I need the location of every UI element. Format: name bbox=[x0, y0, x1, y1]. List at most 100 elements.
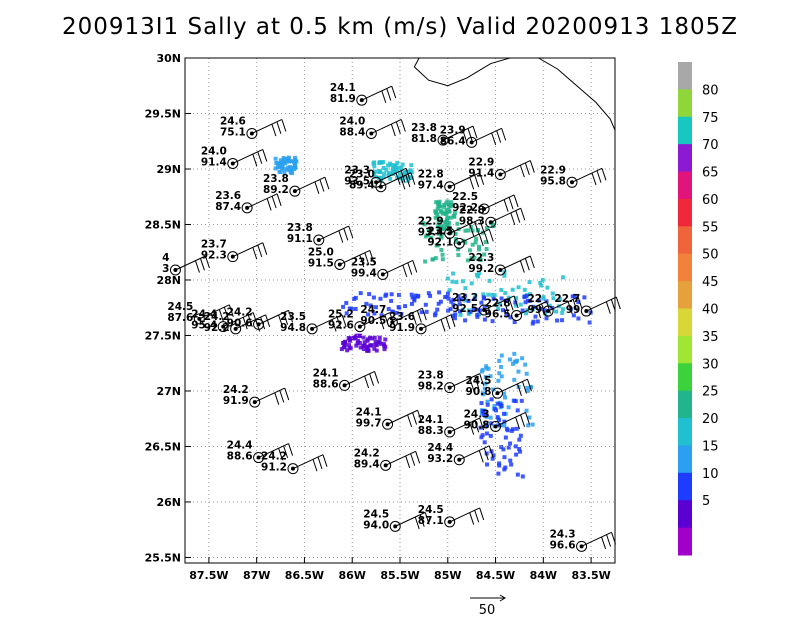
station: 24.587.6 bbox=[167, 301, 234, 325]
swath-cell bbox=[496, 306, 501, 311]
wind-barb-feather bbox=[369, 373, 375, 386]
station-direction: 97.4 bbox=[418, 180, 444, 192]
colorbar-swatch bbox=[678, 418, 692, 446]
wind-barb-feather bbox=[572, 299, 578, 312]
swath-cell bbox=[452, 316, 457, 321]
swath-cell bbox=[505, 428, 510, 433]
swath-cell bbox=[520, 474, 525, 479]
colorbar-swatch bbox=[678, 390, 692, 419]
wind-barb-feather bbox=[262, 149, 268, 162]
station-speed: 22.5 bbox=[452, 191, 478, 203]
swath-cell bbox=[433, 256, 438, 261]
swath-cell bbox=[392, 163, 397, 168]
swath-cell bbox=[477, 270, 482, 275]
wind-barb-feather bbox=[400, 177, 406, 190]
station-ring bbox=[253, 452, 265, 464]
swath-cell bbox=[282, 166, 287, 171]
swath-cell bbox=[503, 298, 508, 303]
swath-cell bbox=[495, 401, 500, 406]
wind-barb-feather bbox=[338, 230, 344, 243]
swath-cell bbox=[346, 336, 351, 341]
station-ring bbox=[249, 396, 261, 408]
swath-cell bbox=[470, 228, 475, 233]
swath-cell bbox=[533, 314, 538, 319]
swath-cell bbox=[502, 391, 507, 396]
wind-barb-feather bbox=[529, 255, 535, 269]
swath-cell bbox=[412, 296, 417, 301]
station-ring bbox=[382, 418, 394, 430]
swath-cell bbox=[434, 243, 439, 248]
swath-cell bbox=[524, 408, 529, 413]
swath-cell bbox=[347, 343, 352, 348]
swath-cell bbox=[374, 342, 379, 347]
swath-cell bbox=[453, 312, 458, 317]
wind-barb-staff bbox=[581, 531, 612, 547]
swath-cell bbox=[499, 374, 504, 379]
swath-cell bbox=[479, 401, 484, 406]
wind-barb-feather bbox=[577, 296, 583, 310]
swath-cell bbox=[560, 318, 565, 323]
swath-cell bbox=[502, 419, 507, 424]
wind-barb-feather bbox=[501, 128, 507, 141]
station-speed: 25.0 bbox=[308, 246, 334, 258]
wind-barb-feather bbox=[411, 312, 417, 325]
wind-barb-feather bbox=[503, 199, 509, 212]
swath-cell bbox=[433, 311, 438, 316]
swath-cell bbox=[488, 415, 493, 420]
swath-cell bbox=[508, 315, 513, 320]
swath-cell bbox=[396, 292, 401, 297]
station: 24.088.4 bbox=[339, 115, 406, 139]
swath-cell bbox=[377, 335, 382, 340]
station-ring bbox=[389, 520, 401, 532]
swath-cell bbox=[484, 226, 489, 231]
swath-cell bbox=[463, 286, 468, 291]
wind-barb-feather bbox=[519, 260, 525, 273]
swath-cell bbox=[379, 176, 384, 181]
swath-cell bbox=[435, 307, 440, 312]
swath-cell bbox=[339, 347, 344, 352]
swath-cell bbox=[513, 300, 518, 305]
station-ring bbox=[444, 516, 456, 528]
station: 24.188.6 bbox=[313, 367, 380, 391]
wind-barb-staff bbox=[361, 85, 392, 101]
swath-cell bbox=[481, 412, 486, 417]
station-direction: 90.8 bbox=[466, 386, 492, 398]
wind-barb-feather bbox=[474, 420, 480, 433]
station-direction: 92.6 bbox=[328, 320, 354, 332]
colorbar-label: 60 bbox=[702, 193, 719, 208]
swath-cell bbox=[492, 404, 497, 409]
colorbar-label: 5 bbox=[702, 494, 710, 509]
station-ring bbox=[542, 305, 554, 317]
station-direction: 92.5 bbox=[452, 303, 478, 315]
swath-cell bbox=[371, 295, 376, 300]
station-ring bbox=[377, 268, 389, 280]
swath-cell bbox=[373, 169, 378, 174]
swath-cell bbox=[406, 169, 411, 174]
wind-barb-feather bbox=[390, 123, 396, 137]
colorbar: 80 75 70 65 60 55 50 45 40 35 30 25 20 15 10 5 bbox=[678, 62, 719, 556]
swath-cell bbox=[469, 256, 474, 261]
station: 23.599.4 bbox=[351, 256, 418, 280]
wind-barb-feather bbox=[405, 174, 411, 188]
station-speed: 24.4 bbox=[427, 442, 453, 454]
swath-cell bbox=[448, 215, 453, 220]
swath-cell bbox=[390, 309, 395, 314]
swath-cell bbox=[429, 235, 434, 240]
swath-cell bbox=[372, 171, 377, 176]
swath-cell bbox=[545, 285, 550, 290]
swath-cell bbox=[460, 307, 465, 312]
swath-cell bbox=[587, 320, 592, 325]
swath-cell bbox=[355, 341, 360, 346]
swath-cell bbox=[473, 236, 478, 241]
station-direction: 3 bbox=[162, 263, 169, 275]
colorbar-swatch bbox=[678, 253, 692, 282]
wind-barb-feather bbox=[529, 160, 535, 173]
station-direction: 86.4 bbox=[440, 135, 466, 147]
swath-cell bbox=[488, 374, 493, 379]
station-direction: 94.8 bbox=[280, 322, 306, 334]
lat-lon-grid bbox=[185, 57, 615, 563]
swath-cell bbox=[440, 257, 445, 262]
wind-barb-feather bbox=[283, 445, 289, 459]
wind-barb-staff bbox=[483, 194, 515, 210]
swath-cell bbox=[501, 447, 506, 452]
